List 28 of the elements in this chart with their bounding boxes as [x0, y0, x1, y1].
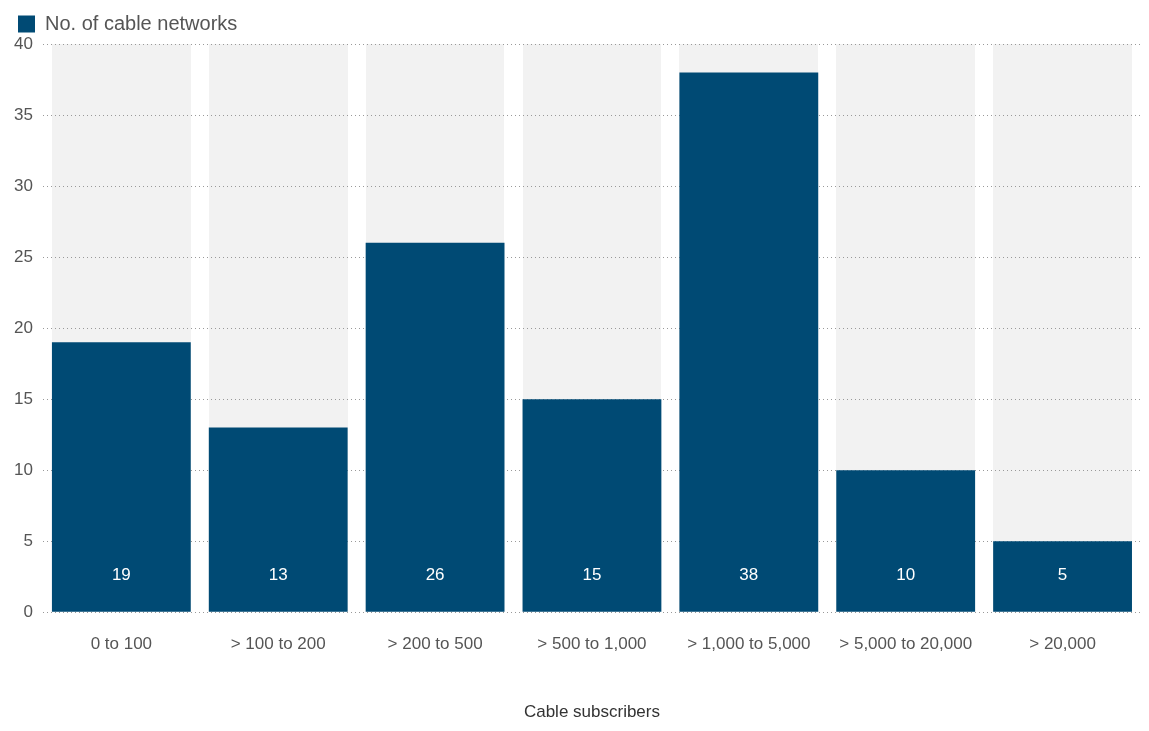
data-label: 38 — [739, 565, 759, 585]
x-tick-label: > 20,000 — [1029, 634, 1096, 654]
x-tick-label: > 100 to 200 — [230, 634, 326, 654]
y-tick-label: 40 — [13, 33, 33, 53]
bar — [208, 427, 348, 612]
y-tick-label: 30 — [13, 175, 33, 195]
data-label: 19 — [111, 565, 131, 585]
data-label: 26 — [425, 565, 445, 585]
legend-label: No. of cable networks — [45, 11, 238, 34]
y-tick-label: 25 — [13, 246, 33, 266]
x-tick-label: > 5,000 to 20,000 — [839, 634, 973, 654]
data-label: 13 — [268, 565, 288, 585]
y-tick-label: 10 — [13, 459, 33, 479]
x-tick-label: 0 to 100 — [90, 634, 153, 654]
y-tick-label: 0 — [23, 601, 33, 621]
data-label: 10 — [896, 565, 916, 585]
y-tick-label: 5 — [23, 530, 33, 550]
y-tick-label: 20 — [13, 317, 33, 337]
x-tick-label: > 200 to 500 — [387, 634, 483, 654]
x-tick-label: > 500 to 1,000 — [537, 634, 647, 654]
data-label: 15 — [582, 565, 602, 585]
y-tick-label: 35 — [13, 104, 33, 124]
bar — [993, 541, 1132, 612]
data-label: 5 — [1057, 565, 1068, 585]
x-tick-label: > 1,000 to 5,000 — [687, 634, 811, 654]
x-axis-title: Cable subscribers — [523, 702, 660, 722]
bar — [836, 470, 976, 612]
y-tick-label: 15 — [13, 388, 33, 408]
